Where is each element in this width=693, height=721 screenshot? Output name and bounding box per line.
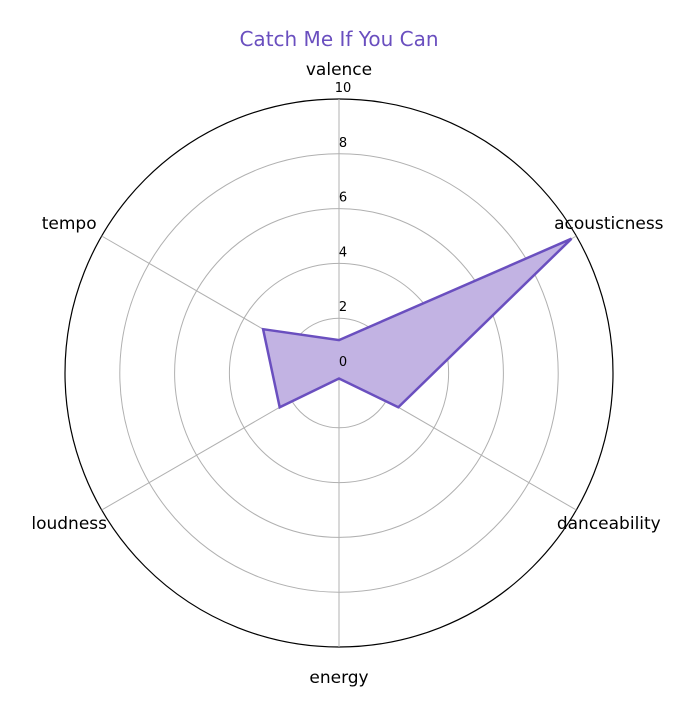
series-line [261, 237, 573, 410]
axis-label-loudness: loudness [31, 514, 107, 534]
axis-labels: valence acousticness danceability energy lou… [31, 60, 663, 688]
r-tick-label: 6 [339, 191, 347, 206]
r-tick-label: 0 [339, 355, 347, 370]
axis-label-energy: energy [309, 668, 368, 688]
radar-grid [64, 98, 614, 648]
chart-title: Catch Me If You Can [239, 27, 438, 51]
axis-label-tempo: tempo [42, 214, 97, 234]
series-area [263, 238, 572, 408]
r-tick-label: 2 [339, 300, 347, 315]
axis-label-valence: valence [306, 60, 372, 80]
r-tick-label: 4 [339, 245, 347, 260]
axis-label-danceability: danceability [557, 514, 661, 534]
axis-label-acousticness: acousticness [554, 214, 664, 234]
radar-series [261, 237, 573, 410]
r-tick-label: 10 [335, 81, 352, 96]
r-tick-label: 8 [339, 136, 347, 151]
radial-tick-labels: 0 2 4 6 8 10 [335, 81, 352, 370]
